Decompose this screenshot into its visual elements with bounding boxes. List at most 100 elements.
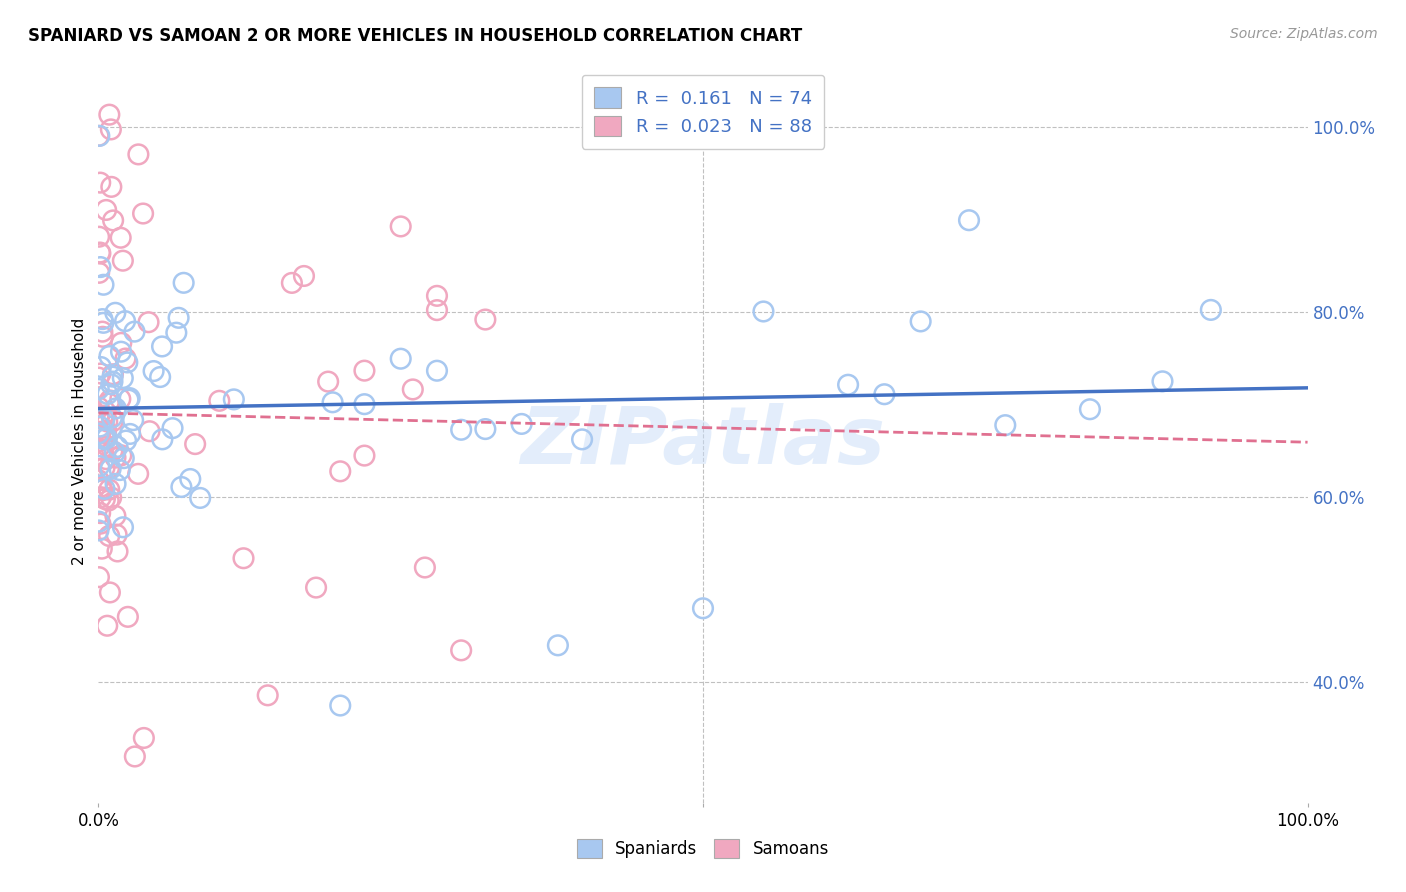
Point [184,437,207,451]
Point [87,524,110,538]
Point [101,368,124,382]
Point [96,452,118,467]
Point [101,375,124,389]
Point [101,414,124,428]
Point [93,460,115,475]
Point [413,560,436,574]
Point [101,213,124,227]
Point [104,445,127,459]
Point [98,349,121,363]
Point [112,451,135,466]
Point [692,601,714,615]
Point [118,391,141,405]
Point [122,413,145,427]
Point [94,491,117,506]
Point [101,369,124,384]
Point [994,418,1017,433]
Point [91,325,114,339]
Point [124,749,146,764]
Point [91,409,114,423]
Point [110,448,132,462]
Point [89,128,111,143]
Point [117,610,139,624]
Point [127,147,149,161]
Point [571,433,593,447]
Point [450,643,472,657]
Point [329,698,352,713]
Point [389,351,412,366]
Point [94,425,117,439]
Point [1199,302,1222,317]
Point [256,689,278,703]
Point [97,396,120,410]
Point [87,409,110,423]
Point [108,463,131,477]
Point [104,508,127,523]
Point [90,442,112,457]
Text: SPANIARD VS SAMOAN 2 OR MORE VEHICLES IN HOUSEHOLD CORRELATION CHART: SPANIARD VS SAMOAN 2 OR MORE VEHICLES IN… [28,27,803,45]
Point [188,491,211,505]
Point [167,310,190,325]
Point [173,276,195,290]
Point [104,306,127,320]
Point [98,483,121,497]
Point [89,426,111,441]
Point [316,375,339,389]
Point [89,409,111,424]
Point [150,339,173,353]
Point [132,731,155,745]
Point [292,268,315,283]
Point [87,370,110,384]
Point [426,289,449,303]
Point [170,480,193,494]
Point [96,618,118,632]
Point [91,330,114,344]
Point [510,417,533,431]
Point [100,179,122,194]
Point [89,516,111,531]
Point [389,219,412,234]
Point [87,515,110,529]
Point [1078,402,1101,417]
Point [96,424,118,438]
Point [101,443,124,458]
Point [93,412,115,426]
Point [94,432,117,446]
Point [208,393,231,408]
Point [1152,374,1174,388]
Text: Source: ZipAtlas.com: Source: ZipAtlas.com [1230,27,1378,41]
Point [305,581,328,595]
Point [90,480,112,494]
Point [90,482,112,496]
Point [329,464,352,478]
Point [114,351,136,366]
Point [89,246,111,260]
Point [89,506,111,520]
Text: ZIPatlas: ZIPatlas [520,402,886,481]
Point [87,570,110,584]
Point [450,423,472,437]
Point [222,392,245,407]
Point [179,472,201,486]
Point [89,266,111,280]
Point [89,458,111,473]
Point [98,108,121,122]
Point [104,450,127,465]
Point [110,335,132,350]
Point [100,122,122,136]
Point [89,176,111,190]
Point [104,401,127,416]
Point [111,520,134,534]
Point [89,245,111,260]
Point [138,315,160,329]
Point [90,541,112,556]
Point [105,527,128,541]
Point [90,359,112,374]
Point [957,213,980,227]
Point [474,422,496,436]
Point [111,371,134,385]
Point [162,421,184,435]
Point [149,370,172,384]
Point [752,304,775,318]
Point [98,393,121,408]
